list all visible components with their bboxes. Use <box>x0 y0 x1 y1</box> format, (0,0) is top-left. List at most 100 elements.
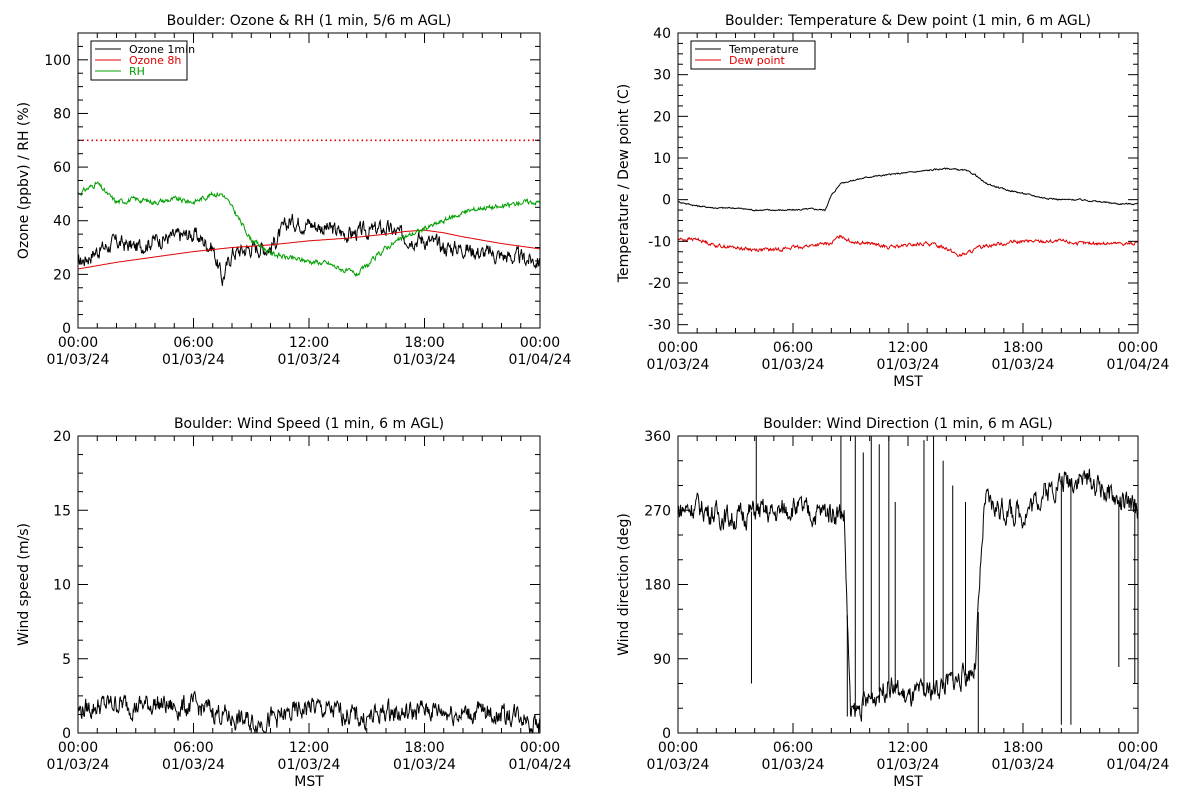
legend-box <box>90 40 188 81</box>
plot-area <box>78 690 540 733</box>
x-tick-time: 06:00 <box>173 335 213 351</box>
x-tick-date: 01/04/24 <box>509 352 572 368</box>
y-tick-label: 20 <box>53 429 71 445</box>
x-tick-date: 01/03/24 <box>393 352 456 368</box>
x-tick-date: 01/03/24 <box>47 757 110 773</box>
y-tick-label: 60 <box>53 160 71 176</box>
x-tick-time: 12:00 <box>289 740 329 756</box>
plot-frame <box>677 32 1139 334</box>
x-tick-date: 01/04/24 <box>1107 357 1170 373</box>
plot-area <box>78 139 540 286</box>
y-tick-label: 10 <box>53 578 71 594</box>
x-axis-label: MST <box>893 774 923 790</box>
y-tick-label: 360 <box>644 429 671 445</box>
y-tick-label: 0 <box>62 321 71 337</box>
x-tick-time: 00:00 <box>658 340 698 356</box>
x-tick-date: 01/03/24 <box>877 757 940 773</box>
y-tick-label: -30 <box>648 318 671 334</box>
x-tick-time: 00:00 <box>520 335 560 351</box>
y-tick-label: 80 <box>53 106 71 122</box>
y-tick-label: 15 <box>53 503 71 519</box>
x-tick-date: 01/03/24 <box>393 757 456 773</box>
y-tick-label: 0 <box>62 726 71 742</box>
x-tick-date: 01/04/24 <box>509 757 572 773</box>
y-tick-label: -20 <box>648 276 671 292</box>
legend-label: Ozone 1min <box>129 43 195 56</box>
x-tick-date: 01/03/24 <box>762 357 825 373</box>
y-axis-label: Wind direction (deg) <box>616 513 632 656</box>
chart-title: Boulder: Wind Direction (1 min, 6 m AGL) <box>763 416 1052 432</box>
x-tick-date: 01/04/24 <box>1107 757 1170 773</box>
series-line-1 <box>78 690 540 733</box>
legend-box <box>690 40 816 70</box>
x-tick-time: 00:00 <box>58 740 98 756</box>
y-tick-label: 30 <box>653 68 671 84</box>
x-tick-date: 01/03/24 <box>992 357 1055 373</box>
x-tick-date: 01/03/24 <box>992 757 1055 773</box>
chart-panel-2: Boulder: Temperature & Dew point (1 min,… <box>616 13 1170 390</box>
x-tick-time: 18:00 <box>404 740 444 756</box>
series-line-ozone-8h <box>78 229 540 270</box>
x-tick-date: 01/03/24 <box>762 757 825 773</box>
x-tick-time: 12:00 <box>289 335 329 351</box>
y-tick-label: 5 <box>62 652 71 668</box>
x-tick-time: 12:00 <box>888 740 928 756</box>
plot-area <box>678 436 1138 733</box>
x-tick-date: 01/03/24 <box>278 352 341 368</box>
chart-title: Boulder: Wind Speed (1 min, 6 m AGL) <box>174 416 444 432</box>
y-tick-label: 100 <box>44 53 71 69</box>
y-tick-label: 40 <box>653 26 671 42</box>
x-axis-label: MST <box>893 374 923 390</box>
series-line-temperature <box>678 167 1138 212</box>
x-tick-time: 00:00 <box>520 740 560 756</box>
series-line-ozone-1min <box>78 213 540 286</box>
y-axis-label: Wind speed (m/s) <box>16 523 32 646</box>
x-tick-time: 00:00 <box>658 740 698 756</box>
x-axis-label: MST <box>294 774 324 790</box>
series-line-rh <box>78 181 540 278</box>
x-tick-date: 01/03/24 <box>162 352 225 368</box>
chart-panel-1: Boulder: Ozone & RH (1 min, 5/6 m AGL) Oz… <box>16 13 572 368</box>
x-tick-time: 18:00 <box>404 335 444 351</box>
legend-label: RH <box>129 65 145 78</box>
x-tick-time: 00:00 <box>1118 740 1158 756</box>
legend-label: Temperature <box>728 43 799 56</box>
x-tick-time: 18:00 <box>1003 340 1043 356</box>
y-tick-label: 20 <box>53 267 71 283</box>
x-tick-time: 06:00 <box>173 740 213 756</box>
x-tick-time: 00:00 <box>58 335 98 351</box>
series-line-1 <box>678 468 1138 722</box>
y-tick-label: 20 <box>653 109 671 125</box>
x-tick-time: 00:00 <box>1118 340 1158 356</box>
x-tick-time: 18:00 <box>1003 740 1043 756</box>
series-line-dew-point <box>678 234 1138 257</box>
y-tick-label: 40 <box>53 214 71 230</box>
x-tick-date: 01/03/24 <box>647 357 710 373</box>
x-tick-date: 01/03/24 <box>162 757 225 773</box>
x-tick-date: 01/03/24 <box>647 757 710 773</box>
y-axis-label: Ozone (ppbv) / RH (%) <box>16 102 32 259</box>
y-tick-label: 0 <box>662 193 671 209</box>
x-tick-time: 12:00 <box>888 340 928 356</box>
chart-panel-4: Boulder: Wind Direction (1 min, 6 m AGL)… <box>616 416 1170 790</box>
y-tick-label: 180 <box>644 578 671 594</box>
y-tick-label: 270 <box>644 503 671 519</box>
x-tick-time: 06:00 <box>773 740 813 756</box>
y-axis-label: Temperature / Dew point (C) <box>616 84 632 283</box>
chart-title: Boulder: Ozone & RH (1 min, 5/6 m AGL) <box>167 13 452 29</box>
y-tick-label: 10 <box>653 151 671 167</box>
legend-label: Ozone 8h <box>129 54 181 67</box>
chart-panel-3: Boulder: Wind Speed (1 min, 6 m AGL) Wind… <box>16 416 572 790</box>
y-tick-label: -10 <box>648 234 671 250</box>
x-tick-date: 01/03/24 <box>278 757 341 773</box>
x-tick-date: 01/03/24 <box>47 352 110 368</box>
chart-title: Boulder: Temperature & Dew point (1 min,… <box>725 13 1091 29</box>
y-tick-label: 0 <box>662 726 671 742</box>
x-tick-time: 06:00 <box>773 340 813 356</box>
plot-area <box>678 167 1138 257</box>
legend-label: Dew point <box>729 54 785 67</box>
y-tick-label: 90 <box>653 652 671 668</box>
x-tick-date: 01/03/24 <box>877 357 940 373</box>
plot-frame <box>77 435 541 734</box>
